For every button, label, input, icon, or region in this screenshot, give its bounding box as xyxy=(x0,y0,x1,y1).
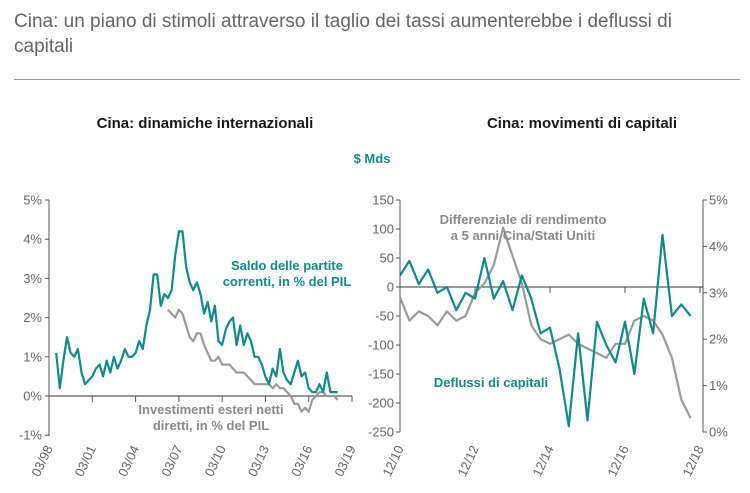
title-divider xyxy=(14,79,740,80)
page-title: Cina: un piano di stimoli attraverso il … xyxy=(14,11,672,57)
left-x-tick-label: 03/04 xyxy=(115,443,142,479)
left-y-tick-label: 3% xyxy=(23,271,42,286)
yield-differential-label: Differenziale di rendimento a 5 anni Cina… xyxy=(440,212,607,243)
capital-outflows-series-line xyxy=(399,233,692,428)
right-left-y-tick-label: 0 xyxy=(387,280,394,295)
capital-outflows-label-line: Deflussi di capitali xyxy=(434,375,548,390)
left-y-tick-label: 4% xyxy=(23,232,42,247)
right-x-tick-label: 12/18 xyxy=(679,443,706,479)
right-x-tick-label: 12/12 xyxy=(454,443,481,479)
right-left-y-tick-label: 50 xyxy=(380,251,394,266)
right-right-y-tick-label: 4% xyxy=(709,239,728,254)
right-chart-title: Cina: movimenti di capitali xyxy=(487,115,677,132)
current-account-series-line xyxy=(55,230,338,394)
right-right-y-tick-label: 0% xyxy=(709,425,728,440)
left-x-tick-label: 03/19 xyxy=(331,443,358,479)
left-axis-unit-label: $ Mds xyxy=(354,151,391,166)
current-account-label-line: correnti, in % del PIL xyxy=(223,274,352,289)
left-y-tick-label: 5% xyxy=(23,193,42,208)
left-y-tick-label: 2% xyxy=(23,310,42,325)
right-x-tick-label: 12/16 xyxy=(604,443,631,479)
right-right-y-tick-label: 5% xyxy=(709,193,728,208)
fdi-series-line xyxy=(167,308,339,413)
left-x-tick-label: 03/16 xyxy=(288,443,315,479)
left-x-tick-label: 03/98 xyxy=(28,443,55,479)
right-left-y-tick-label: -150 xyxy=(368,367,394,382)
right-left-y-tick-label: -50 xyxy=(375,309,394,324)
right-left-y-tick-label: -200 xyxy=(368,396,394,411)
fdi-label: Investimenti esteri netti diretti, in % d… xyxy=(138,402,283,433)
yield-differential-label-line: Differenziale di rendimento xyxy=(440,212,607,227)
right-left-y-tick-label: 100 xyxy=(372,222,394,237)
left-y-tick-label: -1% xyxy=(19,428,43,443)
right-right-y-tick-label: 2% xyxy=(709,332,728,347)
right-x-tick-label: 12/14 xyxy=(529,443,556,479)
right-right-y-tick-label: 3% xyxy=(709,285,728,300)
right-left-y-tick-label: -250 xyxy=(368,425,394,440)
left-y-tick-label: 1% xyxy=(23,349,42,364)
left-y-tick-label: 0% xyxy=(23,389,42,404)
left-x-tick-label: 03/07 xyxy=(158,443,185,479)
left-x-tick-label: 03/10 xyxy=(202,443,229,479)
right-right-y-tick-label: 1% xyxy=(709,378,728,393)
left-chart-title: Cina: dinamiche internazionali xyxy=(97,115,314,132)
fdi-label-line: diretti, in % del PIL xyxy=(153,418,269,433)
left-x-tick-label: 03/13 xyxy=(245,443,272,479)
fdi-label-line: Investimenti esteri netti xyxy=(138,402,283,417)
current-account-label: Saldo delle partite correnti, in % del PI… xyxy=(223,258,352,289)
right-left-y-tick-label: 150 xyxy=(372,193,394,208)
capital-outflows-label: Deflussi di capitali xyxy=(434,375,548,390)
right-x-tick-label: 12/10 xyxy=(379,443,406,479)
right-left-y-tick-label: -100 xyxy=(368,338,394,353)
current-account-label-line: Saldo delle partite xyxy=(231,258,343,273)
left-x-tick-label: 03/01 xyxy=(72,443,99,479)
yield-differential-label-line: a 5 anni Cina/Stati Uniti xyxy=(451,228,595,243)
